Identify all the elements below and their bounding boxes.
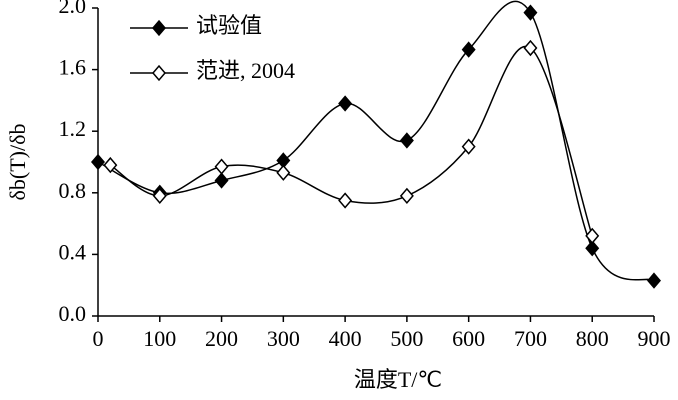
x-tick-label: 500: [390, 326, 423, 351]
legend-label: 试验值: [196, 13, 262, 38]
x-tick-label: 700: [514, 326, 547, 351]
marker: [276, 164, 291, 181]
x-tick-label: 900: [638, 326, 671, 351]
x-tick-label: 100: [143, 326, 176, 351]
y-tick-label: 0.8: [59, 178, 87, 203]
y-tick-label: 0.4: [59, 239, 87, 264]
series-line: [109, 45, 593, 237]
marker: [585, 240, 600, 257]
series-line: [97, 0, 655, 282]
x-tick-label: 200: [205, 326, 238, 351]
x-axis-label: 温度T/℃: [354, 367, 442, 392]
x-tick-label: 300: [267, 326, 300, 351]
legend-marker: [152, 64, 166, 82]
marker: [399, 187, 414, 205]
x-tick-label: 800: [576, 326, 609, 351]
y-axis-label: δb(T)/δb: [5, 124, 30, 201]
marker: [103, 156, 118, 174]
x-tick-label: 0: [93, 326, 104, 351]
legend-label: 范进, 2004: [196, 58, 295, 83]
y-tick-label: 1.6: [59, 55, 87, 80]
marker: [461, 41, 476, 58]
x-tick-label: 400: [329, 326, 362, 351]
marker: [399, 132, 414, 149]
y-tick-label: 2.0: [59, 0, 87, 18]
marker: [523, 4, 538, 21]
marker: [338, 192, 353, 209]
marker: [585, 227, 600, 245]
x-tick-label: 600: [452, 326, 485, 351]
marker: [91, 153, 105, 171]
marker: [461, 138, 476, 155]
marker: [214, 158, 229, 175]
y-tick-label: 0.0: [59, 301, 87, 326]
marker: [647, 272, 661, 289]
legend-marker: [152, 19, 166, 37]
y-tick-label: 1.2: [59, 116, 87, 141]
marker: [152, 187, 167, 205]
marker: [338, 95, 353, 112]
marker: [214, 172, 229, 189]
marker: [523, 39, 538, 57]
